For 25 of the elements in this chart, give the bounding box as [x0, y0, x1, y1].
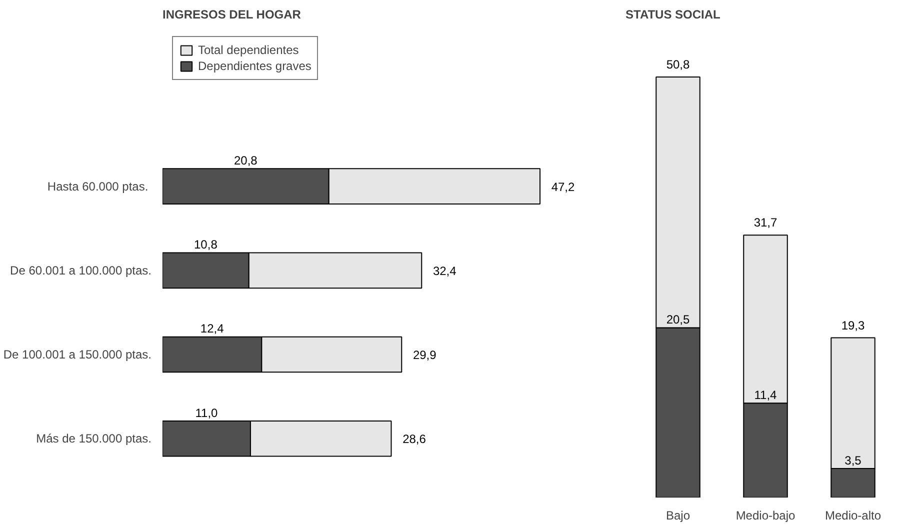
y-tick-label: Más de 150.000 ptas.	[36, 432, 152, 446]
data-label: 11,0	[195, 406, 218, 420]
total-label: 50,8	[666, 58, 690, 72]
y-tick-label: De 60.001 a 100.000 ptas.	[10, 263, 152, 278]
y-tick-label: Hasta 60.000 ptas.	[47, 179, 148, 194]
y-tick-label: De 100.001 a 150.000 ptas.	[3, 348, 152, 362]
data-label: 12,4	[200, 322, 224, 336]
total-label: 47,2	[551, 180, 576, 194]
chart-title: INGRESOS DEL HOGAR	[162, 8, 302, 22]
total-label: 19,3	[841, 318, 866, 332]
x-tick-label: Medio-alto	[824, 508, 882, 522]
data-label: 20,5	[666, 312, 690, 327]
total-label: 29,9	[412, 348, 437, 362]
data-label: 3,5	[844, 453, 862, 468]
data-label: 20,8	[234, 153, 258, 168]
x-tick-label: Medio-bajo	[736, 508, 796, 522]
chart-title: STATUS SOCIAL	[626, 8, 720, 22]
legend-label: Dependientes graves	[198, 59, 312, 73]
data-label: 10,8	[194, 238, 218, 252]
total-label: 28,6	[402, 432, 426, 446]
total-label: 32,4	[432, 264, 457, 278]
legend-label: Total dependientes	[198, 43, 299, 57]
x-tick-label: Bajo	[666, 508, 690, 522]
total-label: 31,7	[754, 216, 778, 230]
data-label: 11,4	[754, 388, 778, 402]
